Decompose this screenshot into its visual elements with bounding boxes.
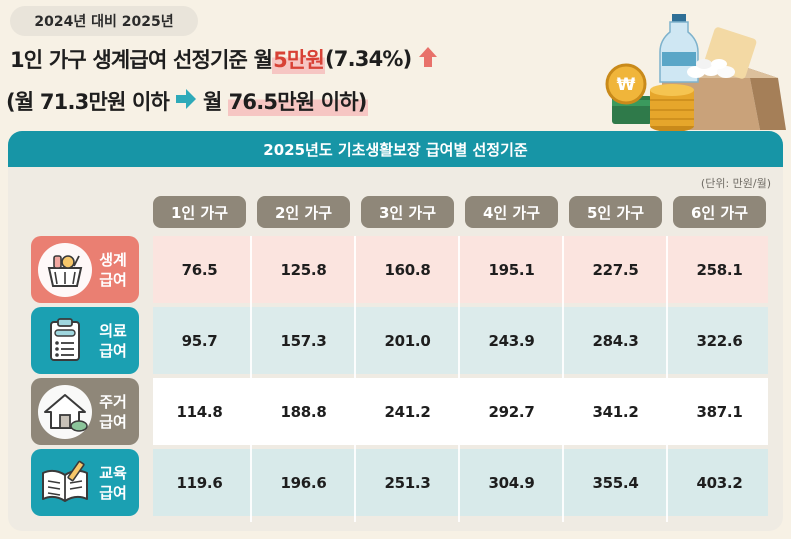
clipboard-icon <box>50 317 80 361</box>
table-cell: 243.9 <box>488 331 535 350</box>
row-label-housing-text: 주거 급여 <box>99 392 127 431</box>
table-cell: 188.8 <box>280 402 327 421</box>
row-background-livelihood <box>153 236 768 303</box>
table-cell: 251.3 <box>384 473 431 492</box>
row-label-medical-text: 의료 급여 <box>99 321 127 360</box>
table-cell: 284.3 <box>592 331 639 350</box>
table-cell: 304.9 <box>488 473 535 492</box>
table-cell: 292.7 <box>488 402 535 421</box>
column-header: 1인 가구 <box>153 196 246 228</box>
new-threshold-label: 월 <box>203 90 222 114</box>
column-header: 4인 가구 <box>465 196 558 228</box>
new-threshold: 76.5만원 이하) <box>227 86 368 116</box>
column-header: 6인 가구 <box>673 196 766 228</box>
column-divider <box>250 236 252 522</box>
row-label-text: 주거 급여 <box>97 392 129 432</box>
row-label-medical: 의료 급여 <box>31 307 139 374</box>
headline-increase: 5만원 <box>272 44 325 74</box>
table-cell: 119.6 <box>176 473 223 492</box>
groceries-and-coins-icon: ₩ <box>605 14 786 132</box>
headline-line-2: (월 71.3만원 이하 월 76.5만원 이하) <box>6 86 368 116</box>
headline-prefix: 1인 가구 생계급여 선정기준 월 <box>10 48 273 72</box>
won-symbol: ₩ <box>617 75 636 95</box>
row-label-education: 교육 급여 <box>31 449 139 516</box>
table-cell: 76.5 <box>181 260 218 279</box>
table-cell: 160.8 <box>384 260 431 279</box>
column-divider <box>354 236 356 522</box>
book-icon <box>42 460 88 502</box>
row-label-text: 생계 급여 <box>97 250 129 290</box>
headline-line-1: 1인 가구 생계급여 선정기준 월 5만원 (7.34%) <box>10 44 438 74</box>
table-cell: 341.2 <box>592 402 639 421</box>
column-divider <box>666 236 668 522</box>
unit-label: (단위: 만원/월) <box>700 177 771 190</box>
year-comparison-badge: 2024년 대비 2025년 <box>10 6 198 36</box>
table-cell: 157.3 <box>280 331 327 350</box>
table-cell: 403.2 <box>696 473 743 492</box>
table-cell: 196.6 <box>280 473 327 492</box>
headline-percent: (7.34%) <box>324 47 412 71</box>
table-cell: 95.7 <box>181 331 218 350</box>
table-cell: 195.1 <box>488 260 535 279</box>
right-arrow-icon <box>175 88 197 115</box>
grocery-basket-icon <box>38 242 92 297</box>
row-background-housing <box>153 378 768 445</box>
criteria-table-card: 2025년도 기초생활보장 급여별 선정기준 (단위: 만원/월) 1인 가구 … <box>8 131 783 531</box>
table-cell: 227.5 <box>592 260 639 279</box>
table-cell: 387.1 <box>696 402 743 421</box>
row-label-livelihood-text: 생계 급여 <box>99 250 127 289</box>
house-icon <box>38 384 92 439</box>
table-cell: 114.8 <box>176 402 223 421</box>
table-cell: 355.4 <box>592 473 639 492</box>
table-cell: 125.8 <box>280 260 327 279</box>
row-label-housing: 주거 급여 <box>31 378 139 445</box>
previous-threshold: (월 71.3만원 이하 <box>6 90 170 114</box>
row-background-education <box>153 449 768 516</box>
column-divider <box>458 236 460 522</box>
up-arrow-icon <box>418 46 438 73</box>
row-label-livelihood: 생계 급여 <box>31 236 139 303</box>
table-cell: 201.0 <box>384 331 431 350</box>
column-header: 5인 가구 <box>569 196 662 228</box>
row-label-text: 의료 급여 <box>97 321 129 361</box>
column-header: 3인 가구 <box>361 196 454 228</box>
column-header: 2인 가구 <box>257 196 350 228</box>
table-title: 2025년도 기초생활보장 급여별 선정기준 <box>8 131 783 167</box>
table-cell: 322.6 <box>696 331 743 350</box>
row-label-text: 교육 급여 <box>97 463 129 503</box>
table-cell: 258.1 <box>696 260 743 279</box>
column-divider <box>562 236 564 522</box>
row-label-education-text: 교육 급여 <box>99 463 127 502</box>
row-background-medical <box>153 307 768 374</box>
table-cell: 241.2 <box>384 402 431 421</box>
